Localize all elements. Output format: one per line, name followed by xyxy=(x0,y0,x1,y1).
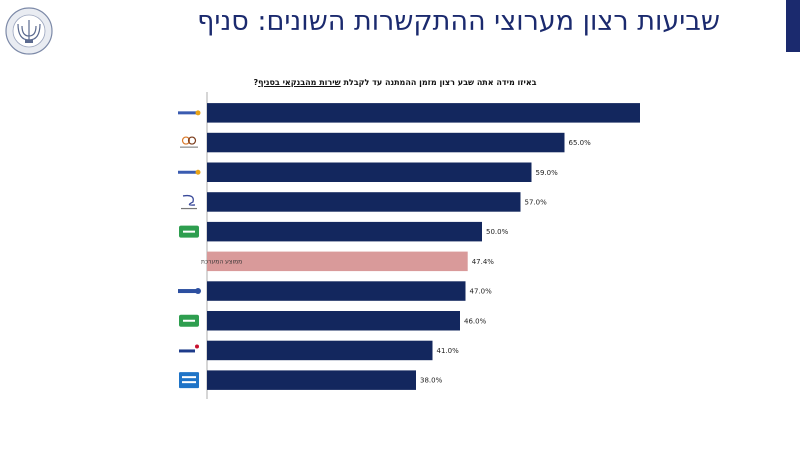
bar-value-label: 65.0% xyxy=(569,139,592,147)
bar-value-label: 47.0% xyxy=(470,288,493,296)
icon-green1 xyxy=(179,225,199,238)
bar-average xyxy=(207,251,468,272)
icon-mercantile xyxy=(178,169,201,175)
bar xyxy=(207,311,460,331)
slide-title: שביעות רצון מערוצי ההתקשרות השונים: סניף xyxy=(197,6,720,37)
bar-value-label: 50.0% xyxy=(486,228,509,236)
bar xyxy=(207,370,416,390)
icon-green2 xyxy=(179,314,199,327)
bar xyxy=(207,132,565,153)
bar xyxy=(207,221,482,242)
bar xyxy=(207,340,433,361)
question-end: ? xyxy=(253,78,259,87)
bar-value-label: 59.0% xyxy=(536,169,559,177)
bar-value-label: 57.0% xyxy=(525,198,548,206)
icon-discount xyxy=(179,344,199,353)
icon-international xyxy=(180,136,198,148)
bar xyxy=(207,162,532,182)
chart-question: באיזו מידה אתה שבע רצון מזמן ההמתנה עד ל… xyxy=(200,78,590,87)
question-text: באיזו מידה אתה שבע רצון מזמן ההמתנה עד ל… xyxy=(340,78,537,87)
icon-bank5 xyxy=(181,194,197,210)
icon-leumi xyxy=(179,372,199,389)
bar-value-label: 38.0% xyxy=(420,377,443,385)
bar-value-label: 41.0% xyxy=(437,347,460,355)
category-label: ממוצע המערכת xyxy=(201,258,242,265)
bar xyxy=(207,192,521,212)
corner-accent xyxy=(786,0,800,52)
question-underlined-text: שירות מהבנקאי בסניף xyxy=(258,78,341,87)
bar-value-label: 46.0% xyxy=(464,317,487,325)
icon-mizrahi xyxy=(178,110,201,116)
bank-of-israel-logo-icon xyxy=(5,7,53,55)
bar-value-label: 47.4% xyxy=(472,258,495,266)
bar xyxy=(207,281,466,301)
icon-yahav xyxy=(178,288,201,295)
bar xyxy=(207,103,640,123)
bar-chart: 80.0%65.0%59.0%57.0%50.0%47.4%ממוצע המער… xyxy=(178,92,640,399)
